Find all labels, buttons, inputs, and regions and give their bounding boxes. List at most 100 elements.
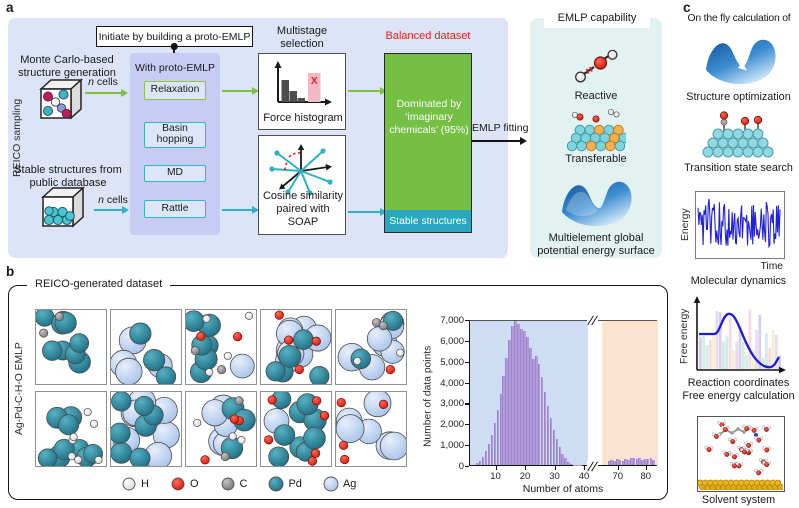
histogram-xtick-mark [645, 466, 647, 470]
md-trace [697, 198, 781, 249]
emlp-capability-panel: EMLP capability Reactive Transferable Mu… [530, 8, 662, 258]
histogram-bar [514, 321, 517, 465]
histogram-ytick: 1,000 [440, 440, 464, 452]
histogram-ytick-mark [465, 361, 469, 363]
solvent-box [696, 416, 785, 492]
with-proto-emlp-label: With proto-EMLP [135, 62, 215, 74]
histogram-bar [632, 457, 636, 465]
histogram-bar [638, 458, 641, 465]
reaction-coordinates-label: Reaction coordinates [687, 377, 790, 389]
histogram-xtick-mark [525, 466, 527, 470]
structure-box-3 [185, 309, 257, 385]
histogram-bar [630, 458, 633, 465]
histogram-bar [496, 409, 500, 465]
structure-box-6 [35, 391, 107, 467]
legend-sphere-O [171, 477, 185, 491]
histogram-bar [505, 357, 509, 465]
structure-box-2 [110, 309, 182, 385]
legend-sphere-H [122, 477, 136, 491]
multistage-selection-label: Multistage selection [276, 25, 328, 50]
reactive-molecule-icon [575, 50, 618, 83]
histogram-ytick: 6,000 [440, 335, 464, 347]
n-cells-label-top: n cells [88, 76, 118, 88]
arrow-cosine-to-dataset [348, 211, 380, 214]
monte-carlo-label: Monte Carlo-based structure generation [18, 54, 116, 79]
structure-box-4 [260, 309, 332, 385]
md-chart [695, 191, 785, 259]
histogram-bar [558, 447, 562, 465]
emlp-fitting-label: EMLP fitting [472, 122, 529, 134]
legend-item-Ag: Ag [323, 476, 356, 492]
legend-label-O: O [189, 478, 199, 490]
legend-label-Pd: Pd [288, 478, 302, 490]
monte-carlo-cube-icon [39, 78, 83, 120]
histogram-bar [616, 458, 619, 465]
histogram-bar [481, 456, 485, 465]
dataset-legend-title: REICO-generated dataset [27, 278, 171, 290]
legend-label-H: H [141, 478, 149, 490]
n-cells-label-bottom: n cells [98, 194, 128, 206]
panel-b: REICO-generated dataset Ag-Pd-C-H-O EMLP… [8, 278, 668, 500]
free-energy-calculation-label: Free energy calculation [682, 390, 795, 402]
histogram-bar [543, 392, 547, 465]
md-energy-label: Energy [680, 208, 691, 242]
arrow-stable-to-proto [94, 209, 122, 212]
md-time-label: Time [760, 261, 784, 272]
histogram-bar [517, 324, 520, 465]
transition-state-label: Transition state search [684, 162, 793, 174]
free-energy-chart [693, 296, 786, 374]
x-mark: X [311, 76, 318, 87]
panel-c-label: c [683, 0, 691, 15]
histogram-ytick-mark [465, 320, 469, 322]
panel-c-title: On the fly calculation of [687, 13, 791, 24]
legend-item-Pd: Pd [268, 476, 302, 492]
legend-sphere-Pd [269, 476, 284, 492]
emlp-capability-title: EMLP capability [544, 8, 650, 28]
structure-grid [35, 309, 411, 471]
histogram-xlabel: Number of atoms [522, 483, 604, 495]
histogram-ytick: 2,000 [440, 419, 464, 431]
proto-step-relaxation: Relaxation [144, 81, 206, 100]
histogram-ytick: 4,000 [440, 377, 464, 389]
histogram-ytick: 5,000 [440, 356, 464, 368]
histogram-bar [561, 453, 565, 465]
cosine-caption: Cosine similarity paired with SOAP [262, 190, 344, 229]
transition-state-icon [702, 111, 774, 158]
histogram-bar [499, 394, 503, 465]
legend-item-O: O [170, 476, 199, 492]
histogram-bar [649, 457, 653, 465]
pes-label: Multielement global potential energy sur… [537, 232, 655, 257]
panel-a-label: a [6, 0, 14, 15]
histogram-bar [493, 423, 497, 465]
structure-optimization-label: Structure optimization [686, 91, 791, 103]
balanced-dataset-box: Dominated by ‘imaginary chemicals’ (95%)… [384, 53, 472, 233]
histogram-xtick-mark [495, 466, 497, 470]
element-legend: H O C Pd Ag [121, 476, 356, 492]
histogram-ytick: 7,000 [440, 315, 464, 326]
transferable-slab-icon [566, 108, 626, 152]
structure-box-1 [35, 309, 107, 385]
structure-optimization-icon [706, 37, 776, 85]
structure-box-9 [260, 391, 332, 467]
histogram-xtick: 10 [490, 471, 501, 482]
histogram-ytick-mark [465, 403, 469, 405]
legend-label-Ag: Ag [342, 478, 357, 490]
histogram-bar [618, 460, 622, 465]
histogram-bar [613, 460, 616, 465]
histogram-bar [549, 418, 553, 465]
emlp-fitting-arrow [472, 140, 520, 143]
histogram-region-tail [602, 321, 658, 465]
proto-emlp-box: With proto-EMLP Relaxation Basin hopping M… [130, 53, 220, 235]
histogram-bar [621, 460, 625, 465]
cosine-box: Cosine similarity paired with SOAP [258, 135, 346, 235]
histogram-xtick: 20 [519, 471, 531, 482]
histogram-ytick-mark [465, 424, 469, 426]
panel-a: REICO sampling Initiate by building a pr… [8, 18, 508, 258]
legend-sphere-C [221, 477, 234, 491]
arrow-rattle-to-cosine [222, 209, 252, 212]
histogram-bar [531, 358, 535, 465]
histogram-bar [610, 459, 613, 465]
histogram-bar [624, 459, 627, 465]
agpdcho-emlp-label: Ag-Pd-C-H-O EMLP [14, 342, 25, 435]
histogram-ytick: 0 [458, 461, 464, 472]
